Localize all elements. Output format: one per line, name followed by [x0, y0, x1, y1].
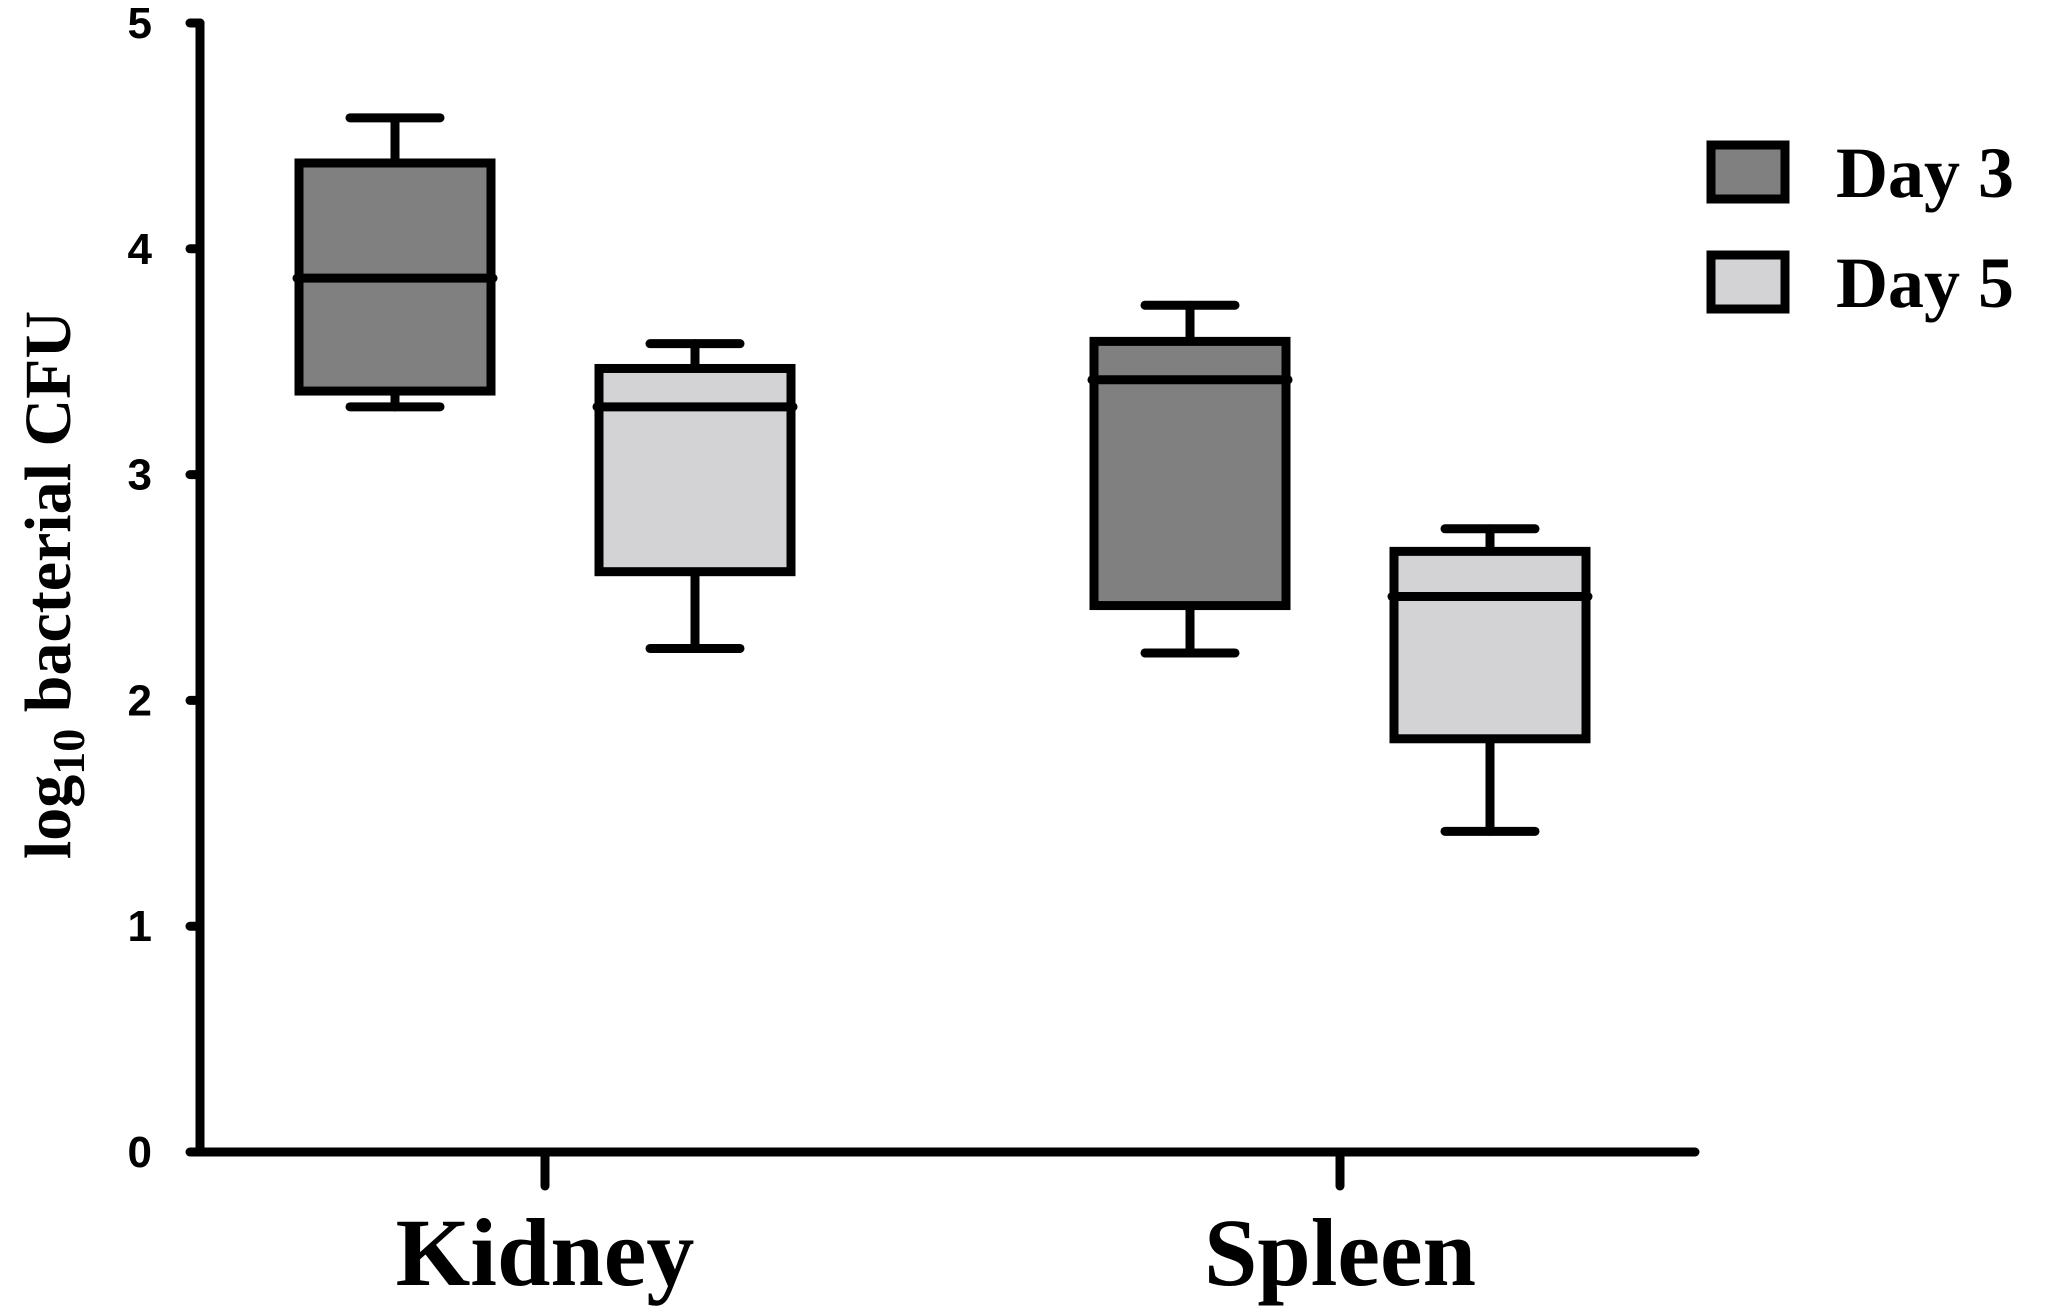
y-axis-label: log10 bacterial CFU	[12, 311, 94, 859]
box-day-3-spleen	[1087, 300, 1293, 658]
y-tick-label: 0	[128, 1128, 152, 1177]
box-iqr	[1089, 336, 1291, 611]
y-tick-label: 4	[128, 225, 153, 274]
legend-item-day-5: Day 5	[1706, 243, 2014, 323]
x-category-label-kidney: Kidney	[396, 1199, 695, 1306]
box-iqr	[1389, 546, 1591, 744]
legend-label: Day 5	[1836, 243, 2014, 323]
box-day-3-kidney	[292, 113, 498, 412]
y-tick-label: 3	[128, 451, 152, 500]
legend-swatch	[1706, 140, 1790, 204]
x-category-label-spleen: Spleen	[1204, 1199, 1476, 1306]
legend-swatch	[1706, 250, 1790, 314]
y-tick-label: 5	[128, 0, 152, 48]
legend-item-day-3: Day 3	[1706, 133, 2014, 213]
box-day-5-kidney	[592, 339, 798, 653]
y-tick-label: 2	[128, 676, 152, 725]
box-iqr	[594, 363, 796, 577]
legend-label: Day 3	[1836, 133, 2014, 213]
box-day-5-spleen	[1387, 524, 1593, 836]
y-tick-label: 1	[128, 902, 152, 951]
